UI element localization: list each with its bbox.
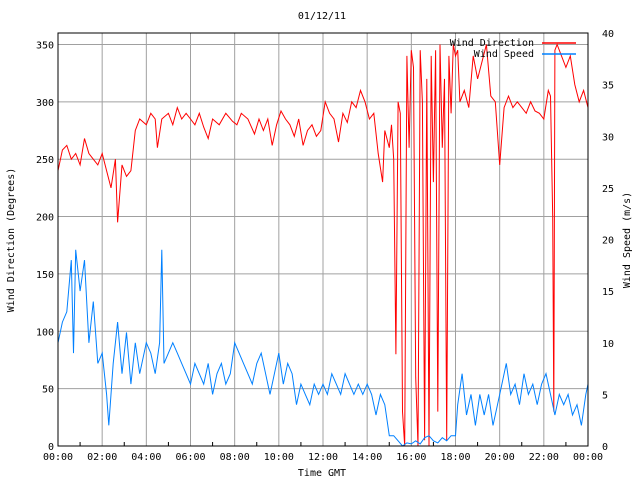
chart-title: 01/12/11 xyxy=(298,11,346,22)
ticks: 00:00 02:00 04:00 06:00 08:00 10:00 12:00 14:00… xyxy=(36,29,614,463)
y-tick-label: 0 xyxy=(48,442,54,453)
wind-speed-line xyxy=(57,249,589,447)
y-tick-label: 150 xyxy=(36,270,54,281)
y2-axis-label: Wind Speed (m/s) xyxy=(622,192,633,288)
x-tick-label: 00:00 xyxy=(43,452,73,463)
legend-label: Wind Direction xyxy=(450,38,534,49)
y-axis-label: Wind Direction (Degrees) xyxy=(6,168,17,313)
y2-tick-label: 40 xyxy=(602,29,614,40)
x-axis-label: Time GMT xyxy=(298,468,346,479)
y2-tick-label: 30 xyxy=(602,132,614,143)
y-tick-label: 50 xyxy=(42,385,54,396)
x-tick-label: 16:00 xyxy=(396,452,426,463)
y-tick-label: 300 xyxy=(36,98,54,109)
grid xyxy=(58,33,588,446)
legend-label: Wind Speed xyxy=(474,49,534,60)
x-tick-label: 12:00 xyxy=(308,452,338,463)
x-tick-label: 22:00 xyxy=(529,452,559,463)
x-tick-label: 20:00 xyxy=(485,452,515,463)
y2-tick-label: 0 xyxy=(602,442,608,453)
x-tick-label: 18:00 xyxy=(440,452,470,463)
plot-frame xyxy=(57,32,589,447)
x-tick-label: 10:00 xyxy=(264,452,294,463)
x-tick-label: 08:00 xyxy=(220,452,250,463)
y2-tick-label: 35 xyxy=(602,81,614,92)
y2-tick-label: 10 xyxy=(602,339,614,350)
y2-tick-label: 15 xyxy=(602,287,614,298)
y-tick-label: 200 xyxy=(36,213,54,224)
y-tick-label: 100 xyxy=(36,327,54,338)
y2-tick-label: 20 xyxy=(602,236,614,247)
x-tick-label: 04:00 xyxy=(131,452,161,463)
x-tick-label: 02:00 xyxy=(87,452,117,463)
series-lines xyxy=(57,43,589,447)
x-tick-label: 00:00 xyxy=(573,452,603,463)
y-tick-label: 350 xyxy=(36,40,54,51)
x-tick-label: 14:00 xyxy=(352,452,382,463)
y2-tick-label: 25 xyxy=(602,184,614,195)
x-tick-label: 06:00 xyxy=(175,452,205,463)
wind-direction-line xyxy=(57,43,589,447)
y2-tick-label: 5 xyxy=(602,390,608,401)
y-tick-label: 250 xyxy=(36,155,54,166)
